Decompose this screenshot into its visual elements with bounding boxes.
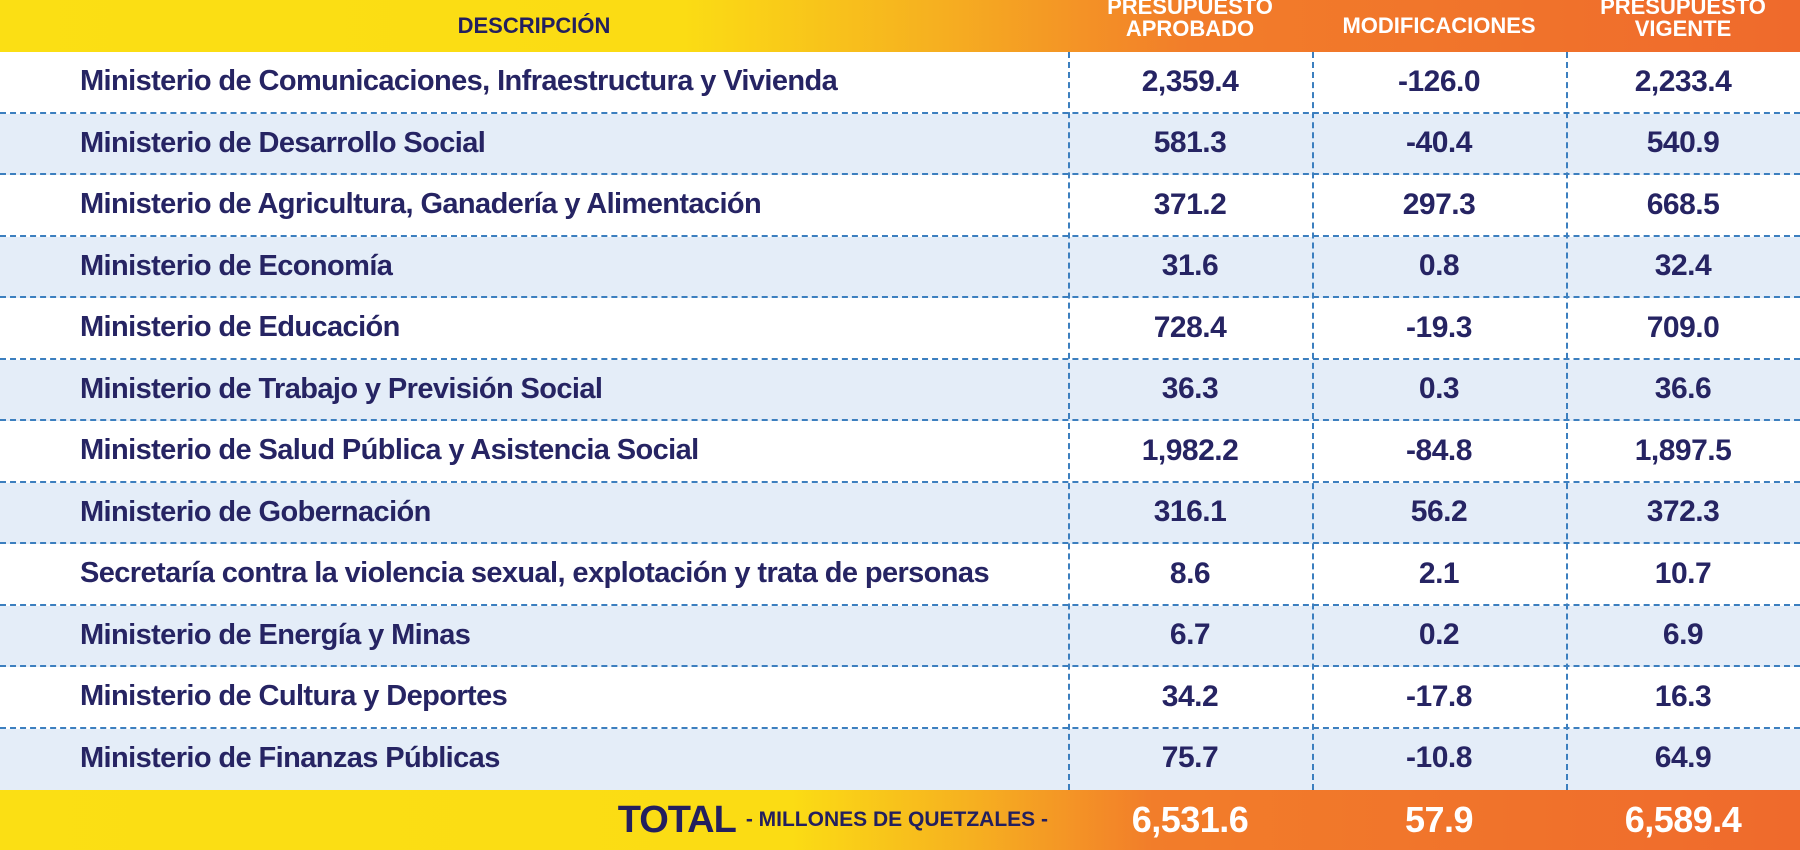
total-row: TOTAL - MILLONES DE QUETZALES - 6,531.6 … bbox=[0, 790, 1800, 850]
table-row: Secretaría contra la violencia sexual, e… bbox=[0, 544, 1800, 606]
row-descripcion: Ministerio de Salud Pública y Asistencia… bbox=[80, 434, 699, 467]
header-aprobado-line2: APROBADO bbox=[1125, 16, 1255, 41]
total-label: TOTAL bbox=[617, 798, 737, 841]
row-presupuesto-aprobado: 6.7 bbox=[1169, 618, 1211, 652]
row-presupuesto-aprobado: 316.1 bbox=[1153, 495, 1227, 529]
header-descripcion: DESCRIPCIÓN bbox=[0, 0, 1068, 52]
row-presupuesto-vigente: 16.3 bbox=[1654, 679, 1712, 713]
row-modificaciones: 297.3 bbox=[1402, 187, 1476, 221]
total-modificaciones: 57.9 bbox=[1404, 799, 1474, 840]
row-presupuesto-vigente: 540.9 bbox=[1646, 126, 1720, 160]
row-presupuesto-aprobado: 75.7 bbox=[1161, 741, 1219, 775]
row-presupuesto-vigente: 32.4 bbox=[1654, 249, 1712, 283]
row-presupuesto-aprobado: 8.6 bbox=[1169, 556, 1211, 590]
table-row: Ministerio de Economía 31.6 0.8 32.4 bbox=[0, 236, 1800, 298]
table-row: Ministerio de Energía y Minas 6.7 0.2 6.9 bbox=[0, 605, 1800, 667]
row-presupuesto-vigente: 64.9 bbox=[1654, 741, 1712, 775]
row-presupuesto-vigente: 6.9 bbox=[1662, 618, 1704, 652]
row-presupuesto-vigente: 36.6 bbox=[1654, 372, 1712, 406]
table-header: DESCRIPCIÓN PRESUPUESTO APROBADO MODIFIC… bbox=[0, 0, 1800, 52]
table-row: Ministerio de Educación 728.4 -19.3 709.0 bbox=[0, 298, 1800, 360]
total-label-group: TOTAL - MILLONES DE QUETZALES - bbox=[0, 790, 1048, 850]
row-modificaciones: 2.1 bbox=[1418, 556, 1460, 590]
column-divider bbox=[1312, 52, 1314, 790]
row-descripcion: Ministerio de Agricultura, Ganadería y A… bbox=[80, 188, 762, 221]
row-modificaciones: 56.2 bbox=[1410, 495, 1468, 529]
header-modificaciones: MODIFICACIONES bbox=[1312, 0, 1566, 52]
row-presupuesto-aprobado: 36.3 bbox=[1161, 372, 1219, 406]
table-row: Ministerio de Cultura y Deportes 34.2 -17.… bbox=[0, 667, 1800, 729]
row-presupuesto-vigente: 709.0 bbox=[1646, 310, 1720, 344]
row-presupuesto-aprobado: 31.6 bbox=[1161, 249, 1219, 283]
row-presupuesto-aprobado: 581.3 bbox=[1153, 126, 1227, 160]
row-descripcion: Secretaría contra la violencia sexual, e… bbox=[80, 557, 990, 590]
row-presupuesto-vigente: 10.7 bbox=[1654, 556, 1712, 590]
row-descripcion: Ministerio de Finanzas Públicas bbox=[80, 741, 500, 774]
row-descripcion: Ministerio de Educación bbox=[80, 311, 400, 344]
row-presupuesto-aprobado: 34.2 bbox=[1161, 679, 1219, 713]
row-modificaciones: -19.3 bbox=[1406, 310, 1472, 344]
header-presupuesto-aprobado: PRESUPUESTO APROBADO bbox=[1068, 0, 1312, 52]
header-modificaciones-label: MODIFICACIONES bbox=[1342, 13, 1536, 38]
table-body: Ministerio de Comunicaciones, Infraestru… bbox=[0, 52, 1800, 790]
table-row: Ministerio de Trabajo y Previsión Social… bbox=[0, 359, 1800, 421]
row-modificaciones: 0.8 bbox=[1418, 249, 1460, 283]
row-modificaciones: 0.3 bbox=[1418, 372, 1460, 406]
table-row: Ministerio de Salud Pública y Asistencia… bbox=[0, 421, 1800, 483]
table-row: Ministerio de Agricultura, Ganadería y A… bbox=[0, 175, 1800, 237]
header-vigente-line1: PRESUPUESTO bbox=[1600, 0, 1766, 19]
row-presupuesto-aprobado: 728.4 bbox=[1153, 310, 1227, 344]
row-descripcion: Ministerio de Energía y Minas bbox=[80, 618, 471, 651]
row-presupuesto-vigente: 668.5 bbox=[1646, 187, 1720, 221]
row-presupuesto-aprobado: 1,982.2 bbox=[1141, 433, 1239, 467]
row-presupuesto-aprobado: 371.2 bbox=[1153, 187, 1227, 221]
table-row: Ministerio de Finanzas Públicas 75.7 -10.8… bbox=[0, 728, 1800, 790]
header-presupuesto-vigente: PRESUPUESTO VIGENTE bbox=[1566, 0, 1800, 52]
table-row: Ministerio de Comunicaciones, Infraestru… bbox=[0, 52, 1800, 114]
row-modificaciones: -84.8 bbox=[1406, 433, 1472, 467]
row-descripcion: Ministerio de Trabajo y Previsión Social bbox=[80, 372, 603, 405]
header-descripcion-label: DESCRIPCIÓN bbox=[457, 13, 611, 38]
row-descripcion: Ministerio de Economía bbox=[80, 249, 393, 282]
row-modificaciones: -126.0 bbox=[1397, 64, 1481, 98]
total-unit-label: - MILLONES DE QUETZALES - bbox=[745, 808, 1048, 831]
total-vigente: 6,589.4 bbox=[1624, 799, 1742, 840]
row-presupuesto-aprobado: 2,359.4 bbox=[1141, 64, 1239, 98]
row-modificaciones: -10.8 bbox=[1406, 741, 1472, 775]
row-descripcion: Ministerio de Gobernación bbox=[80, 495, 431, 528]
total-aprobado: 6,531.6 bbox=[1131, 799, 1249, 840]
row-descripcion: Ministerio de Cultura y Deportes bbox=[80, 680, 508, 713]
row-modificaciones: -40.4 bbox=[1406, 126, 1472, 160]
table-row: Ministerio de Gobernación 316.1 56.2 372.3 bbox=[0, 482, 1800, 544]
row-presupuesto-vigente: 1,897.5 bbox=[1634, 433, 1732, 467]
column-divider bbox=[1068, 52, 1070, 790]
row-modificaciones: -17.8 bbox=[1406, 679, 1472, 713]
header-aprobado-line1: PRESUPUESTO bbox=[1107, 0, 1273, 19]
table-row: Ministerio de Desarrollo Social 581.3 -40.… bbox=[0, 113, 1800, 175]
row-modificaciones: 0.2 bbox=[1418, 618, 1460, 652]
header-vigente-line2: VIGENTE bbox=[1634, 16, 1732, 41]
row-descripcion: Ministerio de Comunicaciones, Infraestru… bbox=[80, 65, 838, 98]
row-presupuesto-vigente: 372.3 bbox=[1646, 495, 1720, 529]
row-descripcion: Ministerio de Desarrollo Social bbox=[80, 126, 486, 159]
column-divider bbox=[1566, 52, 1568, 790]
row-presupuesto-vigente: 2,233.4 bbox=[1634, 64, 1732, 98]
